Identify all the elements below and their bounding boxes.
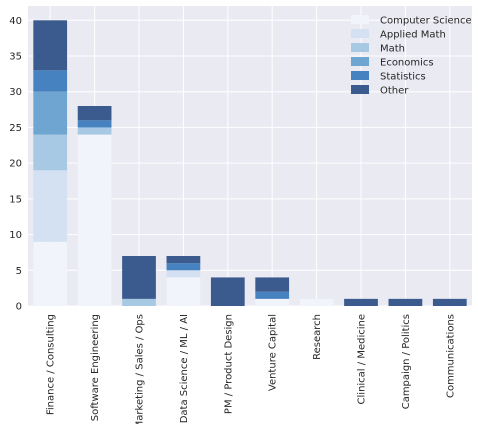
y-tick-label: 0 [16,302,22,313]
y-tick-label: 10 [9,230,22,241]
bar-segment [33,70,68,92]
legend-label: Economics [380,58,434,69]
legend-swatch [351,29,369,38]
bar-segment [77,106,112,121]
bar-segment [122,256,156,299]
x-tick-label: PM / Product Design [223,314,234,414]
bar-segment [344,298,378,306]
bar-segment [33,170,68,242]
bar-segment [388,298,423,306]
y-tick-label: 25 [9,123,22,134]
legend-label: Computer Science [380,16,472,27]
bar-segment [166,256,201,264]
bar-segment [122,298,156,306]
y-tick-label: 5 [16,266,22,277]
bar-segment [77,134,112,306]
legend-label: Math [380,44,405,55]
bar-segment [33,91,68,135]
bar-segment [255,277,290,292]
bar-segment [33,241,68,306]
bar-segment [255,291,290,299]
x-tick-label: Finance / Consulting [46,314,57,415]
bar-segment [299,298,334,306]
bar-segment [432,298,467,306]
legend-label: Applied Math [380,30,446,41]
y-tick-label: 20 [9,159,22,170]
legend-swatch [351,57,369,66]
y-tick-label: 15 [9,194,22,205]
legend-swatch [351,71,369,80]
legend-swatch [351,43,369,52]
x-tick-label: Venture Capital [268,314,279,391]
legend-label: Statistics [380,72,426,83]
x-tick-label: Research [312,314,323,360]
x-tick-label: Campaign / Politics [401,314,412,409]
y-axis: 0 5 10 15 20 25 30 35 40 [9,16,22,313]
bar-segment [255,298,290,306]
y-tick-label: 40 [9,16,22,27]
bar-segment [33,134,68,171]
x-tick-label: Data Science / ML / AI [179,314,190,423]
y-tick-label: 35 [9,52,22,63]
bars [33,20,467,306]
bar-segment [77,120,112,128]
bar-segment [210,277,245,306]
legend-label: Other [380,86,409,97]
bar-segment [77,127,112,135]
x-tick-label: Marketing / Sales / Ops [135,314,146,424]
bar-segment [33,20,68,71]
x-tick-label: Communications [445,314,456,398]
legend-swatch [351,85,369,94]
y-tick-label: 30 [9,87,22,98]
bar-segment [166,277,201,306]
x-axis: Finance / Consulting Software Engineering… [46,314,457,424]
legend-swatch [351,15,369,24]
bar-segment [166,263,201,271]
x-tick-label: Clinical / Medicine [357,314,368,404]
legend: Computer Science Applied Math Math Economic… [351,15,472,97]
bar-segment [166,270,201,278]
x-tick-label: Software Engineering [90,314,101,421]
